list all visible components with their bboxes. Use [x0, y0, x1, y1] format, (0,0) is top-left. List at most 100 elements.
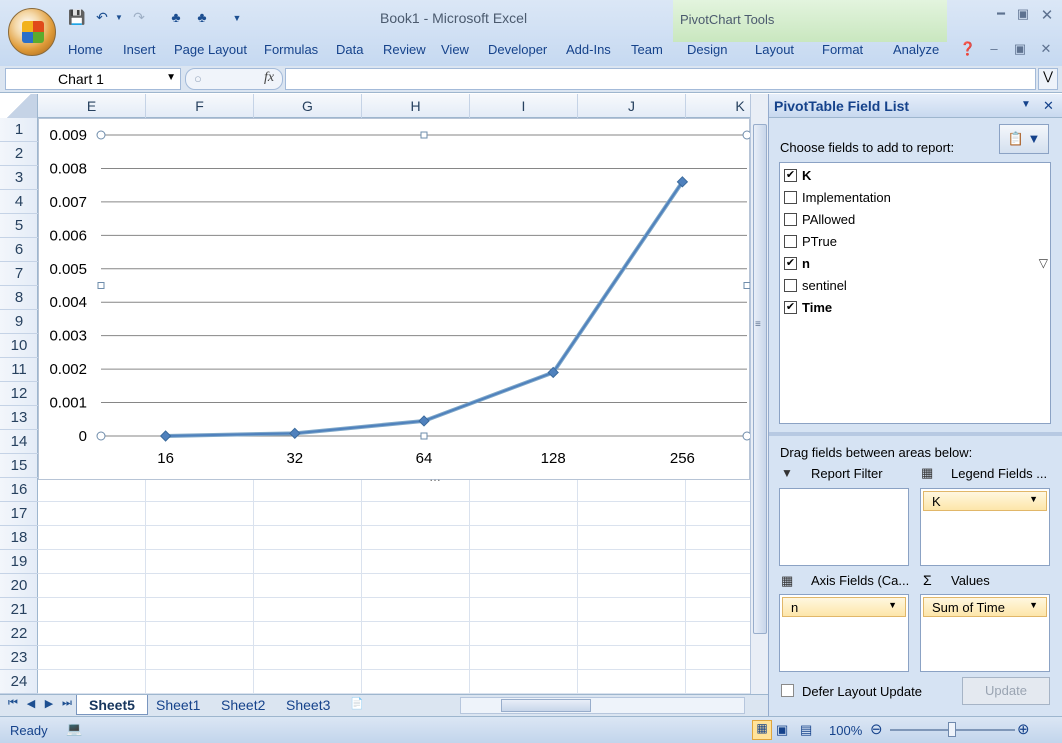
row-header-2[interactable]: 2 — [0, 142, 38, 166]
tab-analyze[interactable]: Analyze — [893, 42, 940, 57]
column-header-g[interactable]: G — [254, 94, 362, 118]
sheet-tab-sheet2[interactable]: Sheet2 — [221, 697, 266, 713]
axis-fields-area[interactable]: n ▼ — [779, 594, 909, 672]
office-button[interactable] — [8, 8, 56, 56]
field-checkbox[interactable] — [784, 278, 797, 292]
values-area[interactable]: Sum of Time ▼ — [920, 594, 1050, 672]
pane-close-icon[interactable]: ✕ — [1043, 98, 1054, 113]
row-header-11[interactable]: 11 — [0, 358, 38, 382]
row-header-8[interactable]: 8 — [0, 286, 38, 310]
vertical-scrollbar[interactable]: ≡ — [750, 94, 768, 694]
axis-field-n[interactable]: n ▼ — [782, 597, 906, 617]
tab-format[interactable]: Format — [822, 42, 864, 57]
sheet-tab-sheet3[interactable]: Sheet3 — [286, 697, 331, 713]
tab-data[interactable]: Data — [336, 42, 364, 57]
pane-divider[interactable] — [769, 432, 1062, 436]
field-filter-icon[interactable]: ▽ — [1038, 256, 1048, 270]
field-layout-button[interactable]: 📋 ▼ — [999, 124, 1049, 154]
save-icon[interactable]: 💾 — [68, 9, 86, 25]
row-header-19[interactable]: 19 — [0, 550, 38, 574]
horizontal-scrollbar[interactable] — [460, 697, 745, 714]
org-chart-2-icon[interactable]: ♣ — [197, 9, 207, 25]
row-header-14[interactable]: 14 — [0, 430, 38, 454]
row-header-18[interactable]: 18 — [0, 526, 38, 550]
column-header-k[interactable]: K — [735, 98, 745, 114]
pane-options-icon[interactable]: ▼ — [1021, 99, 1031, 110]
tab-layout[interactable]: Layout — [755, 42, 795, 57]
row-header-5[interactable]: 5 — [0, 214, 38, 238]
select-all-corner[interactable] — [0, 94, 38, 118]
first-sheet-icon[interactable]: ⏮ — [8, 697, 18, 709]
values-field-sum-of-time[interactable]: Sum of Time ▼ — [923, 597, 1047, 617]
zoom-out-icon[interactable]: ⊖ — [870, 721, 883, 738]
last-sheet-icon[interactable]: ⏭ — [62, 697, 72, 709]
pivot-chart[interactable]: 0.009 0.008 0.007 0.006 0.005 0.004 0.003 0.002… — [38, 118, 752, 484]
qat-customize-icon[interactable]: ▼ — [232, 13, 242, 23]
row-header-13[interactable]: 13 — [0, 406, 38, 430]
legend-field-k[interactable]: K ▼ — [923, 491, 1047, 511]
plot-area-handle[interactable] — [420, 131, 428, 139]
vertical-scroll-thumb[interactable] — [753, 124, 767, 634]
row-header-24[interactable]: 24 — [0, 670, 38, 694]
macro-record-icon[interactable]: 💻 — [66, 721, 83, 736]
row-header-9[interactable]: 9 — [0, 310, 38, 334]
column-header-i[interactable]: I — [470, 94, 578, 118]
column-header-h[interactable]: H — [362, 94, 470, 118]
row-header-15[interactable]: 15 — [0, 454, 38, 478]
insert-function-button[interactable]: fx — [264, 70, 275, 85]
tab-add-ins[interactable]: Add-Ins — [566, 42, 611, 57]
name-box[interactable]: Chart 1 ▼ — [5, 68, 181, 90]
data-point-marker[interactable] — [418, 415, 430, 427]
resize-handle-icon[interactable]: ○ — [194, 71, 202, 86]
sheet-tab-sheet5[interactable]: Sheet5 — [76, 695, 148, 715]
tab-formulas[interactable]: Formulas — [264, 42, 319, 57]
field-checkbox[interactable]: ✔ — [784, 256, 797, 270]
field-checkbox[interactable]: ✔ — [784, 300, 797, 314]
expand-formula-bar-icon[interactable]: ⋁ — [1038, 68, 1058, 90]
horizontal-scroll-thumb[interactable] — [501, 699, 591, 712]
field-item-ptrue[interactable]: PTrue — [784, 231, 1048, 251]
data-point-marker[interactable] — [159, 430, 172, 442]
row-header-17[interactable]: 17 — [0, 502, 38, 526]
zoom-level[interactable]: 100% — [829, 723, 863, 738]
name-box-dropdown-icon[interactable]: ▼ — [166, 72, 176, 83]
data-point-marker[interactable] — [676, 176, 689, 188]
field-item-k[interactable]: ✔ K — [784, 165, 1048, 185]
row-header-22[interactable]: 22 — [0, 622, 38, 646]
series-line[interactable] — [165, 181, 684, 437]
field-item-n[interactable]: ✔ n ▽ — [784, 253, 1048, 273]
field-checkbox[interactable] — [784, 234, 797, 248]
undo-icon[interactable]: ↶ — [96, 9, 108, 25]
tab-design[interactable]: Design — [687, 42, 728, 57]
field-item-sentinel[interactable]: sentinel — [784, 275, 1048, 295]
zoom-in-icon[interactable]: ⊕ — [1017, 721, 1030, 738]
field-checkbox[interactable]: ✔ — [784, 168, 797, 182]
plot-area-handle[interactable] — [96, 130, 106, 140]
row-header-20[interactable]: 20 — [0, 574, 38, 598]
tab-home[interactable]: Home — [68, 42, 103, 57]
defer-layout-checkbox[interactable] — [781, 684, 794, 697]
minimize-icon[interactable]: ━ — [997, 6, 1005, 21]
formula-input[interactable] — [285, 68, 1036, 90]
row-header-23[interactable]: 23 — [0, 646, 38, 670]
plot-area-handle[interactable] — [420, 432, 428, 440]
zoom-slider-thumb[interactable] — [948, 722, 956, 737]
tab-insert[interactable]: Insert — [123, 42, 156, 57]
field-checkbox[interactable] — [784, 212, 797, 226]
field-item-time[interactable]: ✔ Time — [784, 297, 1048, 317]
close-icon[interactable]: ✕ — [1040, 7, 1054, 24]
workbook-close-icon[interactable]: ✕ — [1040, 41, 1052, 56]
page-break-view-icon[interactable]: ▤ — [800, 722, 813, 737]
row-header-16[interactable]: 16 — [0, 478, 38, 502]
row-header-12[interactable]: 12 — [0, 382, 38, 406]
restore-icon[interactable]: ▣ — [1016, 6, 1030, 21]
report-filter-area[interactable] — [779, 488, 909, 566]
legend-field-dropdown-icon[interactable]: ▼ — [1029, 494, 1038, 504]
row-header-10[interactable]: 10 — [0, 334, 38, 358]
normal-view-icon[interactable]: ▦ — [752, 720, 772, 740]
row-header-7[interactable]: 7 — [0, 262, 38, 286]
row-header-4[interactable]: 4 — [0, 190, 38, 214]
workbook-restore-icon[interactable]: ▣ — [1013, 41, 1027, 56]
help-icon[interactable]: ❓ — [959, 41, 977, 56]
row-header-3[interactable]: 3 — [0, 166, 38, 190]
